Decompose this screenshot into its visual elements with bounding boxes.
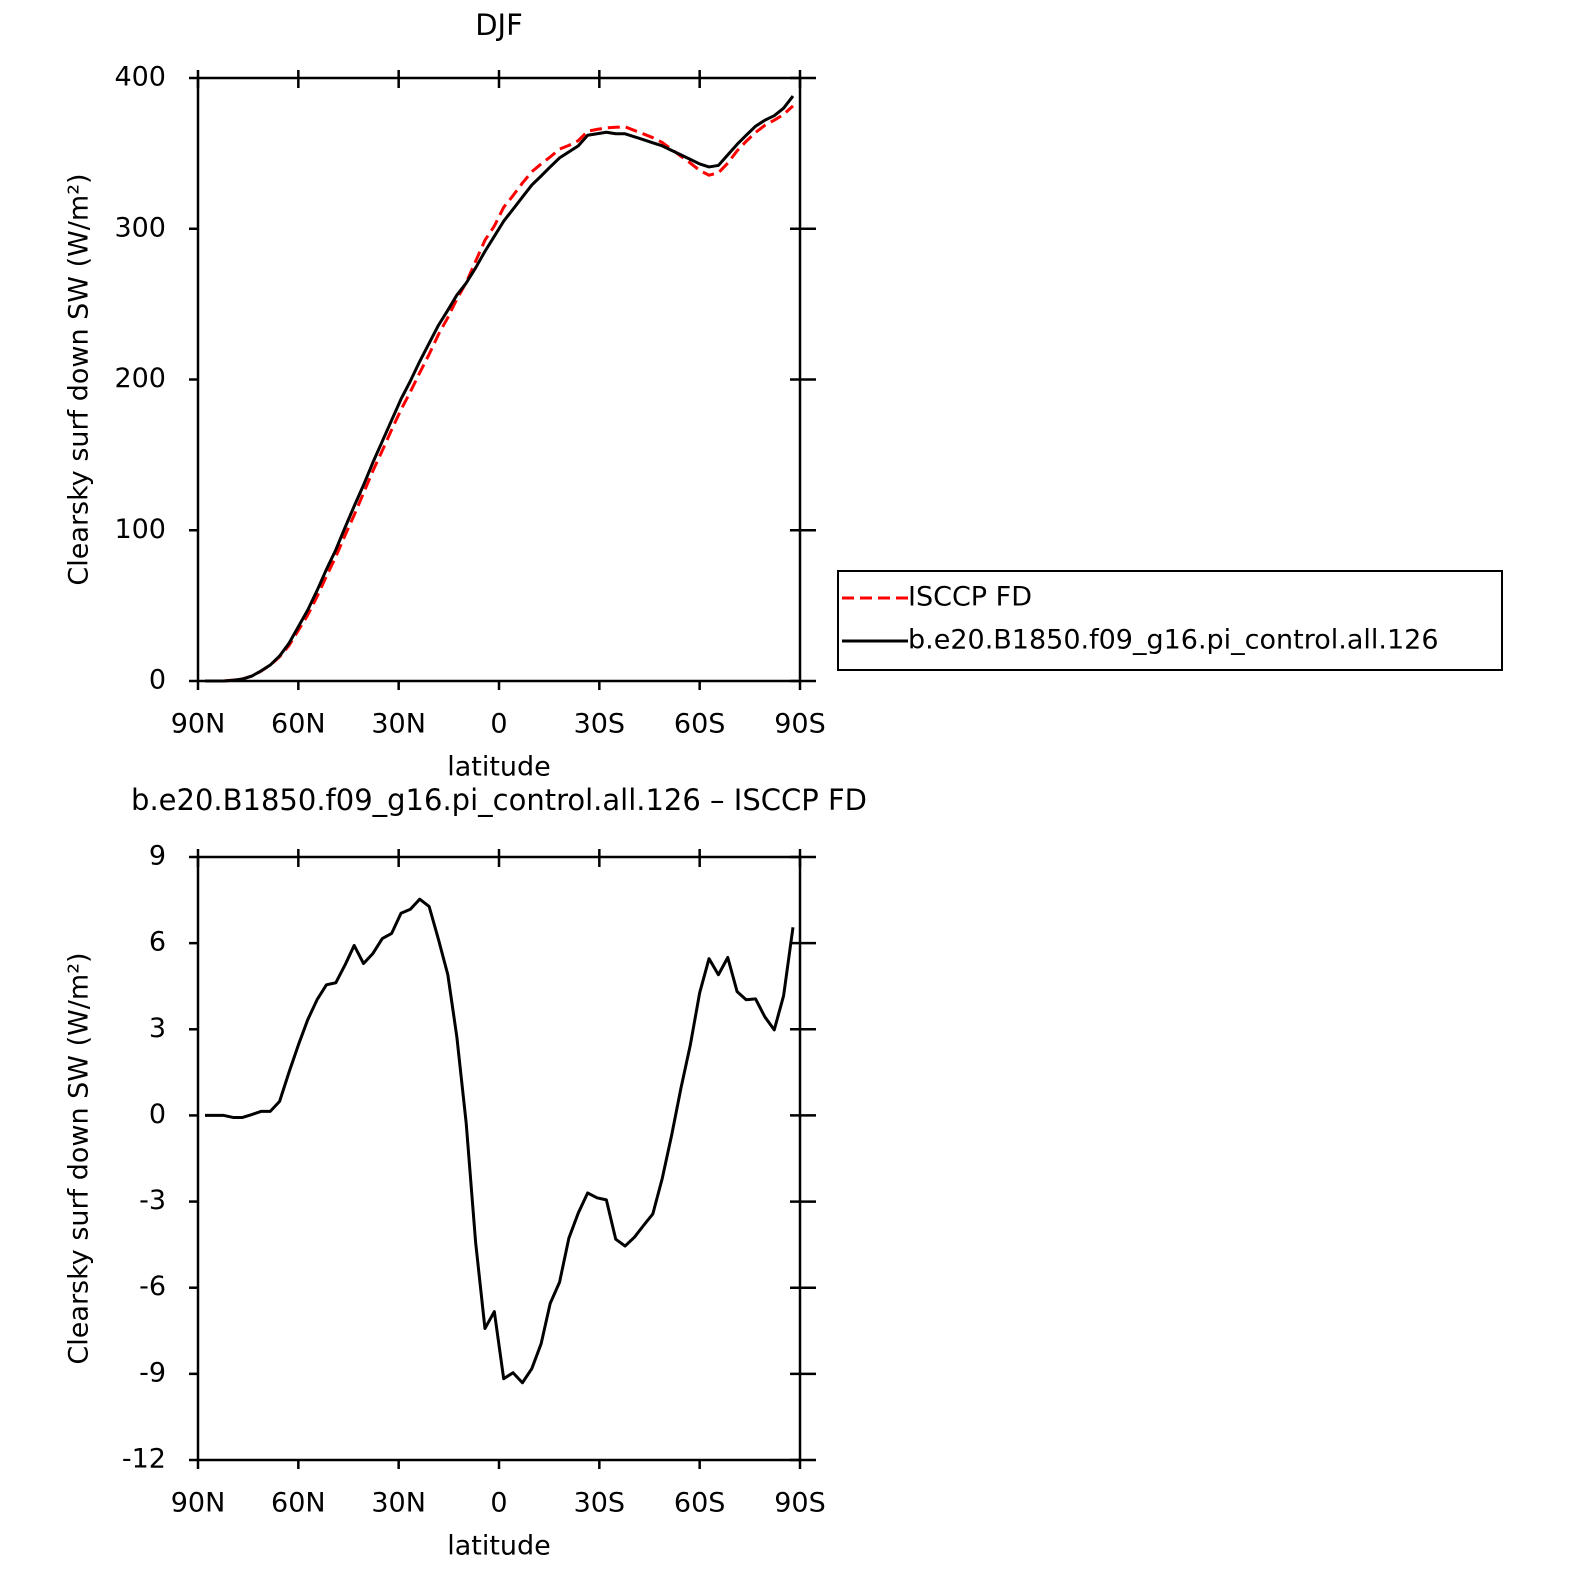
y-tick-label: 6 xyxy=(149,927,166,958)
y-axis-label: Clearsky surf down SW (W/m²) xyxy=(64,173,95,585)
y-axis-label: Clearsky surf down SW (W/m²) xyxy=(64,952,95,1364)
chart-title: b.e20.B1850.f09_g16.pi_control.all.126 –… xyxy=(131,783,867,817)
data-line xyxy=(205,104,794,683)
x-tick-label: 30S xyxy=(574,1488,626,1519)
chart-title: DJF xyxy=(475,8,523,42)
y-tick-label: -12 xyxy=(122,1444,166,1475)
y-tick-label: 100 xyxy=(114,514,166,545)
x-tick-label: 30N xyxy=(371,709,426,740)
y-tick-label: 200 xyxy=(114,363,166,394)
x-tick-label: 60S xyxy=(674,709,726,740)
y-tick-label: 0 xyxy=(149,1099,166,1130)
x-tick-label: 90N xyxy=(171,709,226,740)
y-tick-label: -9 xyxy=(139,1357,166,1388)
data-line xyxy=(205,897,795,1385)
x-tick-label: 30N xyxy=(371,1488,426,1519)
x-tick-label: 90S xyxy=(774,709,826,740)
y-tick-label: -3 xyxy=(139,1185,166,1216)
y-tick-label: 0 xyxy=(149,665,166,696)
legend-label: b.e20.B1850.f09_g16.pi_control.all.126 xyxy=(908,625,1439,656)
x-tick-label: 60N xyxy=(271,1488,326,1519)
y-tick-label: -6 xyxy=(139,1271,166,1302)
y-tick-label: 300 xyxy=(114,212,166,243)
plot-frame xyxy=(196,855,802,1462)
x-tick-label: 90N xyxy=(171,1488,226,1519)
x-axis-label: latitude xyxy=(447,1531,551,1562)
y-tick-label: 3 xyxy=(149,1013,166,1044)
x-tick-label: 0 xyxy=(490,709,507,740)
legend-label: ISCCP FD xyxy=(908,582,1032,613)
x-tick-label: 60S xyxy=(674,1488,726,1519)
plot-frame xyxy=(196,76,802,683)
x-tick-label: 90S xyxy=(774,1488,826,1519)
x-tick-label: 0 xyxy=(490,1488,507,1519)
legend-box xyxy=(837,570,1503,671)
x-tick-label: 60N xyxy=(271,709,326,740)
y-tick-label: 400 xyxy=(114,62,166,93)
x-axis-label: latitude xyxy=(447,752,551,783)
y-tick-label: 9 xyxy=(149,841,166,872)
x-tick-label: 30S xyxy=(574,709,626,740)
data-line xyxy=(205,95,795,683)
